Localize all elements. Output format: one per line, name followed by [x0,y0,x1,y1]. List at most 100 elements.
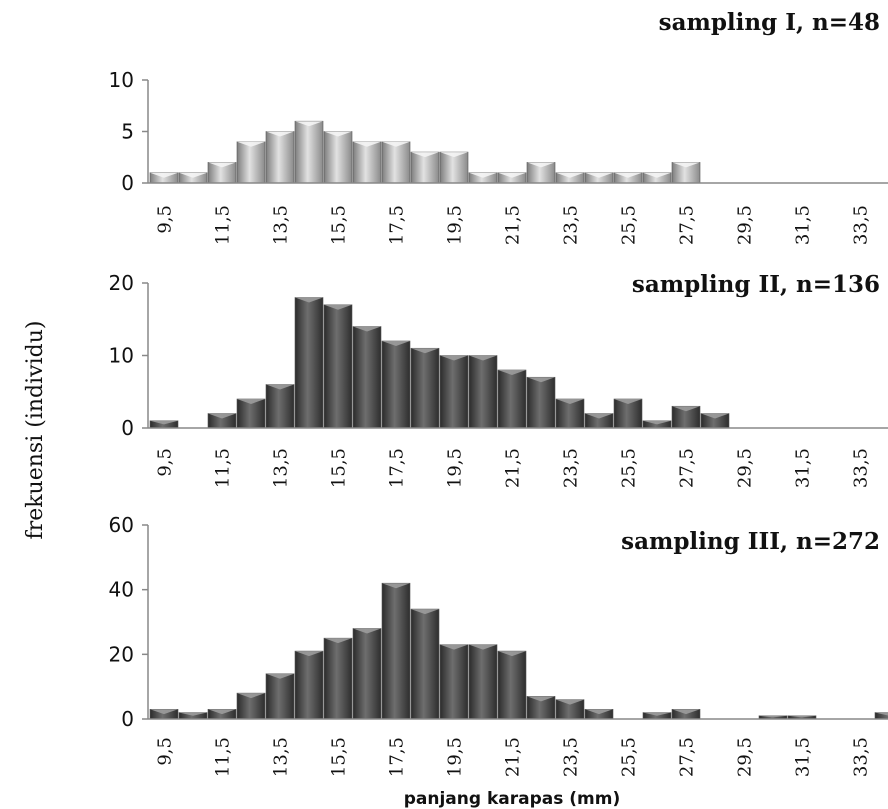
panel-2-ytick-label: 0 [121,416,134,440]
panel-1-xtick-label: 21,5 [503,205,524,245]
panel-2-xtick-label: 11,5 [213,448,234,488]
panel-2-xtick-label: 17,5 [387,448,408,488]
panel-2-bar-cap [411,348,439,354]
panel-3-xtick-label: 9,5 [155,737,176,766]
panel-1-bar-cap [237,141,265,147]
panel-3-bar-cap [266,673,294,679]
panel-2-ytick-label: 20 [109,271,134,295]
panel-3-bar-cap [672,709,700,715]
panel-1-bar-cap [179,172,207,178]
panel-3-bar-cap [208,709,236,715]
panel-1-bar-cap [411,152,439,158]
panel-3: 0 20 40 60 9,5 11,5 13,5 15,5 17,5 19,5 21,5 23,5 25… [109,513,888,777]
panel-3-bar-cap [556,699,584,705]
panel-1-bar-cap [614,172,642,178]
panel-3-bar [352,628,382,720]
panel-2-bar-cap [556,399,584,404]
panel-2-bar [352,326,382,429]
panel-1-bar-cap [643,172,671,178]
x-axis-label: panjang karapas (mm) [404,789,621,809]
panel-1-xtick-label: 31,5 [793,205,814,245]
panel-3-xtick-label: 25,5 [619,737,640,777]
panel-3-bar-cap [150,709,178,715]
panel-1-bar-cap [556,172,584,178]
panel-1-bar-cap [440,152,468,158]
panel-1-bar-cap [585,172,613,178]
panel-3-bar-cap [411,609,439,615]
panel-3-xtick-label: 19,5 [445,737,466,777]
panel-1-bar [294,120,324,184]
panel-3-bar [468,644,498,720]
panel-2-xtick-label: 19,5 [445,448,466,488]
panel-2-bar-cap [266,384,294,390]
panel-2-xtick-label: 33,5 [851,448,872,488]
panel-1-bar [352,141,382,184]
panel-1-bar-cap [498,172,526,178]
panel-2-title: sampling II, n=136 [632,271,880,298]
panel-3-bar-cap [324,638,352,644]
panel-1-ytick-label: 0 [121,171,134,195]
panel-2-xtick-label: 15,5 [329,448,350,488]
panel-2-bar-cap [324,304,352,310]
y-axis-label: frekuensi (individu) [23,321,48,540]
panel-3-bar-cap [237,693,265,699]
panel-2-bar-cap [440,355,468,361]
panel-3-bar [497,650,527,720]
panel-2-bar-cap [237,399,265,404]
panel-1-bar-cap [353,141,381,147]
panel-3-xtick-label: 31,5 [793,737,814,777]
panel-3-bar-cap [440,644,468,650]
panel-1-bar-cap [469,172,497,178]
panel-2-bar-cap [382,341,410,346]
panel-3-bar-cap [759,715,787,718]
panel-2-bar-cap [208,413,236,419]
panel-3-bar-cap [788,715,816,718]
panel-2: 0 10 20 9,5 11,5 13,5 15,5 17,5 19,5 21,5 23,5 25,5… [109,271,888,488]
panel-2-bar-cap [614,399,642,404]
panel-1-bar-cap [527,162,555,168]
panel-2-xtick-label: 23,5 [561,448,582,488]
panel-3-bar-cap [295,651,323,657]
panel-1-xtick-label: 23,5 [561,205,582,245]
panel-3-bar-cap [498,651,526,657]
panel-1-xtick-label: 29,5 [735,205,756,245]
panel-3-bar-cap [643,712,671,716]
panel-1-xtick-label: 33,5 [851,205,872,245]
panel-1-bar-cap [324,131,352,137]
panel-1: 0 5 10 9,5 11,5 13,5 15,5 17,5 19,5 21,5 23,5 25,5 2… [109,68,888,245]
panel-2-bar-cap [527,377,555,383]
panel-2-xtick-label: 21,5 [503,448,524,488]
panel-2-xtick-label: 9,5 [155,448,176,477]
panel-1-bar [381,141,411,184]
panel-1-xtick-label: 15,5 [329,205,350,245]
panel-1-xtick-label: 19,5 [445,205,466,245]
panel-3-bar-cap [469,644,497,650]
panel-1-xtick-label: 25,5 [619,205,640,245]
panel-1-bar-cap [208,162,236,168]
panel-1-ytick-label: 10 [109,68,134,92]
panel-3-bar-cap [353,628,381,634]
panel-2-bar [323,304,353,429]
panel-1-bar-cap [266,131,294,137]
panel-2-xtick-label: 27,5 [677,448,698,488]
panel-1-xtick-label: 9,5 [155,205,176,234]
panel-1-bar [323,131,353,184]
panel-3-bar [323,637,353,720]
panel-2-xtick-label: 13,5 [271,448,292,488]
panel-2-ytick-label: 10 [109,344,134,368]
panel-3-bar [294,650,324,720]
panel-3-bar-cap [527,696,555,702]
panel-1-xtick-label: 17,5 [387,205,408,245]
panel-2-bar-cap [469,355,497,361]
panel-3-xtick-label: 29,5 [735,737,756,777]
panel-3-bar [874,712,888,720]
panel-1-bar [410,151,440,184]
panel-2-bar [468,355,498,429]
panel-1-bar [236,141,266,184]
panel-3-bar [381,582,411,720]
panel-3-xtick-label: 11,5 [213,737,234,777]
panel-3-bar-cap [382,583,410,589]
panel-2-bar [265,384,295,429]
panel-3-xtick-label: 15,5 [329,737,350,777]
